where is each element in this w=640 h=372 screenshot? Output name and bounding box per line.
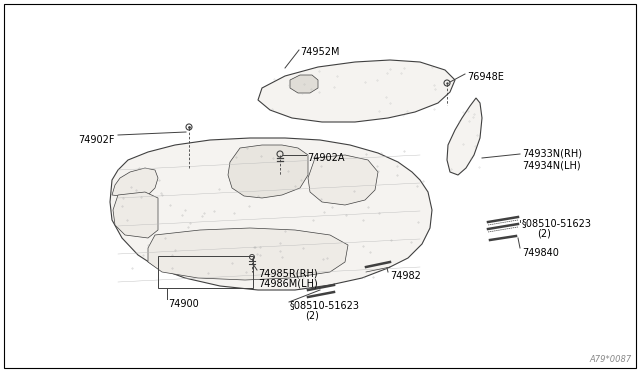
Text: 74933N(RH): 74933N(RH) [522,148,582,158]
Polygon shape [112,168,158,198]
Polygon shape [110,138,432,290]
Polygon shape [258,60,455,122]
Text: §08510-51623: §08510-51623 [522,218,592,228]
Polygon shape [447,98,482,175]
Text: 74952M: 74952M [300,47,339,57]
Polygon shape [148,228,348,280]
Bar [158,256,253,288]
Text: §08510-51623: §08510-51623 [290,300,360,310]
Text: 74982: 74982 [390,271,421,281]
Text: 74902F: 74902F [79,135,115,145]
Text: 749840: 749840 [522,248,559,258]
Text: (2): (2) [305,311,319,321]
Text: A79*0087: A79*0087 [589,355,632,364]
Text: 74902A: 74902A [307,153,344,163]
Polygon shape [113,192,158,238]
Text: 74986M(LH): 74986M(LH) [258,279,317,289]
Polygon shape [228,145,308,198]
Polygon shape [308,155,378,205]
Text: 76948E: 76948E [467,72,504,82]
Text: 74900: 74900 [168,299,199,309]
Text: 74985R(RH): 74985R(RH) [258,268,317,278]
Polygon shape [290,75,318,93]
Text: (2): (2) [537,229,551,239]
Text: 74934N(LH): 74934N(LH) [522,160,580,170]
